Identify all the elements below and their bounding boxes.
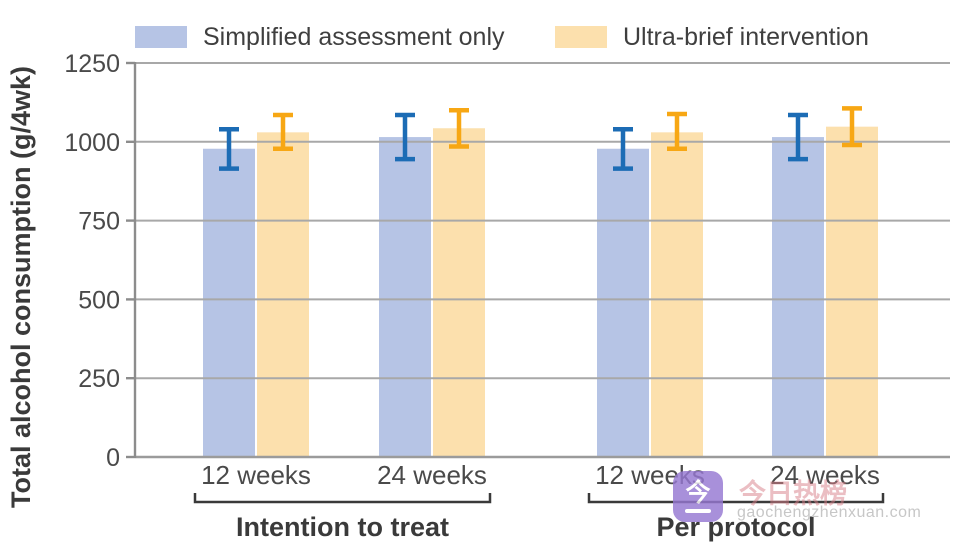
y-tick-label-1000: 1000 xyxy=(64,129,120,157)
section-bracket-intention-to-treat xyxy=(193,493,492,504)
legend-swatch-ultra-brief-intervention xyxy=(555,26,607,48)
section-bracket-per-protocol xyxy=(587,493,885,504)
bar-ultra-brief-intervention-pp-12wk xyxy=(651,132,703,457)
y-axis-label: Total alcohol consumption (g/4wk) xyxy=(6,66,36,508)
watermark-brand-text: 今日热榜 xyxy=(739,479,847,509)
legend-swatch-simplified-assessment-only xyxy=(135,26,187,48)
watermark-domain-text: gaochengzhenxuan.com xyxy=(737,504,922,521)
bar-ultra-brief-intervention-itt-12wk xyxy=(257,132,309,457)
bar-simplified-assessment-only-itt-24wk xyxy=(379,137,431,457)
watermark-logo-underline xyxy=(685,508,711,513)
y-tick-label-500: 500 xyxy=(78,286,120,314)
bar-simplified-assessment-only-pp-24wk xyxy=(772,137,824,457)
bar-ultra-brief-intervention-itt-24wk xyxy=(433,128,485,457)
watermark-logo-glyph: 今 xyxy=(685,478,711,507)
bar-simplified-assessment-only-itt-12wk xyxy=(203,148,255,457)
legend-label-simplified-assessment-only: Simplified assessment only xyxy=(203,22,505,51)
section-label-intention-to-treat: Intention to treat xyxy=(236,512,449,542)
y-tick-label-250: 250 xyxy=(78,365,120,393)
bar-ultra-brief-intervention-pp-24wk xyxy=(826,126,878,457)
x-tick-label-itt-12wk: 12 weeks xyxy=(201,460,311,490)
y-tick-label-0: 0 xyxy=(106,444,120,472)
x-tick-label-itt-24wk: 24 weeks xyxy=(377,460,487,490)
bar-simplified-assessment-only-pp-12wk xyxy=(597,148,649,457)
x-tick-label-pp-24wk: 24 weeks xyxy=(770,460,880,490)
watermark-logo-icon: 今 xyxy=(673,471,723,522)
legend-label-ultra-brief-intervention: Ultra-brief intervention xyxy=(623,22,869,51)
legend-item-simplified-assessment-only: Simplified assessment only xyxy=(135,21,505,53)
legend-item-ultra-brief-intervention: Ultra-brief intervention xyxy=(555,21,869,53)
y-tick-label-1250: 1250 xyxy=(64,50,120,78)
y-tick-label-750: 750 xyxy=(78,208,120,236)
